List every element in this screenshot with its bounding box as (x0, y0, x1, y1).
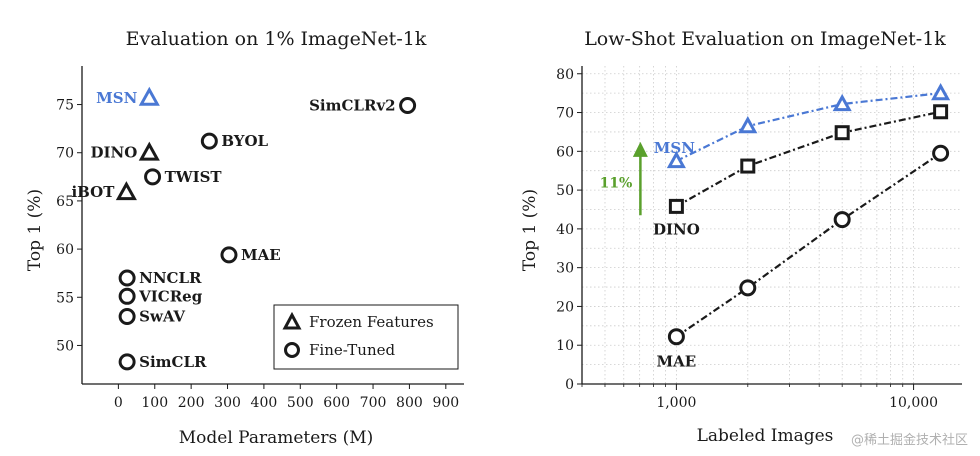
series-mae-point (833, 211, 851, 229)
point-dino-marker (138, 141, 160, 161)
left-y-tick-label: 65 (56, 194, 74, 210)
left-x-tick-label: 200 (178, 395, 205, 411)
legend-circle-marker (284, 342, 300, 358)
point-swav-marker (118, 308, 136, 326)
right-y-tick-label: 70 (556, 106, 574, 122)
point-simclrv2-label: SimCLRv2 (309, 97, 396, 115)
point-twist-marker (144, 168, 162, 186)
left-x-tick-label: 800 (396, 395, 423, 411)
series-mae-point (667, 328, 685, 346)
point-byol-label: BYOL (221, 132, 268, 150)
left-x-axis-label: Model Parameters (M) (179, 428, 374, 448)
series-dino-line (675, 110, 941, 208)
series-msn-point (738, 116, 758, 134)
series-mae-label: MAE (657, 353, 697, 371)
point-nnclr-marker (118, 269, 136, 287)
left-x-tick-label: 300 (214, 395, 241, 411)
legend-entry-frozen: Frozen Features (309, 313, 434, 331)
point-mae-marker (220, 246, 238, 264)
right-chart-title: Low-Shot Evaluation on ImageNet-1k (584, 28, 946, 50)
point-ibot-label: iBOT (71, 183, 115, 201)
right-y-tick-label: 30 (556, 261, 574, 277)
left-y-axis-label: Top 1 (%) (25, 189, 45, 271)
series-msn-label: MSN (654, 139, 695, 157)
left-x-tick-label: 0 (114, 395, 123, 411)
left-plot-frame (81, 66, 464, 385)
series-mae-point (932, 144, 950, 162)
watermark: @稀土掘金技术社区 (850, 433, 968, 448)
left-legend: Frozen Features Fine-Tuned (273, 304, 459, 370)
left-chart-title: Evaluation on 1% ImageNet-1k (126, 28, 427, 50)
series-msn-line (675, 92, 941, 163)
right-y-tick-label: 40 (556, 222, 574, 238)
series-dino-label: DINO (653, 220, 700, 238)
right-grid (581, 66, 962, 385)
series-dino-point (933, 104, 949, 120)
series-dino-point (740, 158, 756, 174)
point-vicreg-marker (118, 287, 136, 305)
legend-entry-finetuned: Fine-Tuned (309, 341, 395, 359)
right-y-axis-label: Top 1 (%) (520, 189, 540, 271)
left-y-tick-label: 60 (56, 242, 74, 258)
left-y-tick-label: 50 (56, 338, 74, 354)
left-y-tick-label: 55 (56, 290, 74, 306)
point-simclr-marker (118, 353, 136, 371)
right-y-tick-label: 50 (556, 183, 574, 199)
right-x-tick-label: 10,000 (889, 395, 938, 411)
left-y-tick-label: 75 (56, 98, 74, 114)
right-series: MSN DINO MAE (653, 83, 951, 371)
left-x-tick-label: 600 (323, 395, 350, 411)
left-x-tick-label: 700 (360, 395, 387, 411)
right-y-tick-label: 60 (556, 144, 574, 160)
right-annotation: 11% (600, 141, 648, 216)
series-msn-point (666, 150, 686, 169)
series-mae-line (675, 152, 942, 338)
right-y-tick-label: 20 (556, 299, 574, 315)
gain-label: 11% (600, 175, 633, 191)
point-msn-marker (138, 86, 160, 106)
series-mae-point (739, 279, 757, 297)
right-ticks: 1,000 10,000 0 10 20 30 40 50 60 70 80 (556, 67, 938, 411)
point-mae-label: MAE (241, 246, 281, 264)
series-dino-point (668, 198, 684, 214)
left-x-tick-label: 900 (432, 395, 459, 411)
left-points: MSN DINO iBOT SimCLRv2 BYOL TWIST MAE NNCLRVICR… (71, 86, 417, 371)
legend-triangle-marker (282, 311, 302, 330)
point-simclrv2-marker (399, 97, 417, 115)
right-y-tick-label: 80 (556, 67, 574, 83)
right-plot-frame (581, 66, 962, 385)
point-nnclr-label: NNCLR (139, 269, 202, 287)
point-dino-label: DINO (90, 144, 137, 162)
point-msn-label: MSN (96, 89, 137, 107)
point-byol-marker (200, 132, 218, 150)
series-dino-point (834, 125, 850, 141)
point-vicreg-label: VICReg (138, 287, 203, 305)
series-msn-point (931, 83, 951, 101)
point-swav-label: SwAV (139, 308, 185, 326)
legend-box (273, 304, 459, 370)
right-y-tick-label: 0 (565, 377, 574, 393)
series-msn-point (832, 93, 852, 112)
left-ticks: 0 100 200 300 400 500 600 700 800 900 50 55 60 65 70 75 (56, 98, 459, 411)
left-chart: Evaluation on 1% ImageNet-1k 0 100 200 300 4… (25, 28, 464, 448)
point-twist-label: TWIST (165, 168, 223, 186)
left-x-tick-label: 500 (287, 395, 314, 411)
point-ibot-marker (115, 181, 137, 201)
right-x-tick-label: 1,000 (656, 395, 696, 411)
right-y-tick-label: 10 (556, 338, 574, 354)
right-x-axis-label: Labeled Images (697, 426, 834, 446)
left-y-tick-label: 70 (56, 146, 74, 162)
left-x-tick-label: 100 (141, 395, 168, 411)
point-simclr-label: SimCLR (139, 353, 207, 371)
left-x-tick-label: 400 (251, 395, 278, 411)
right-chart: Low-Shot Evaluation on ImageNet-1k 1,000… (520, 28, 962, 446)
